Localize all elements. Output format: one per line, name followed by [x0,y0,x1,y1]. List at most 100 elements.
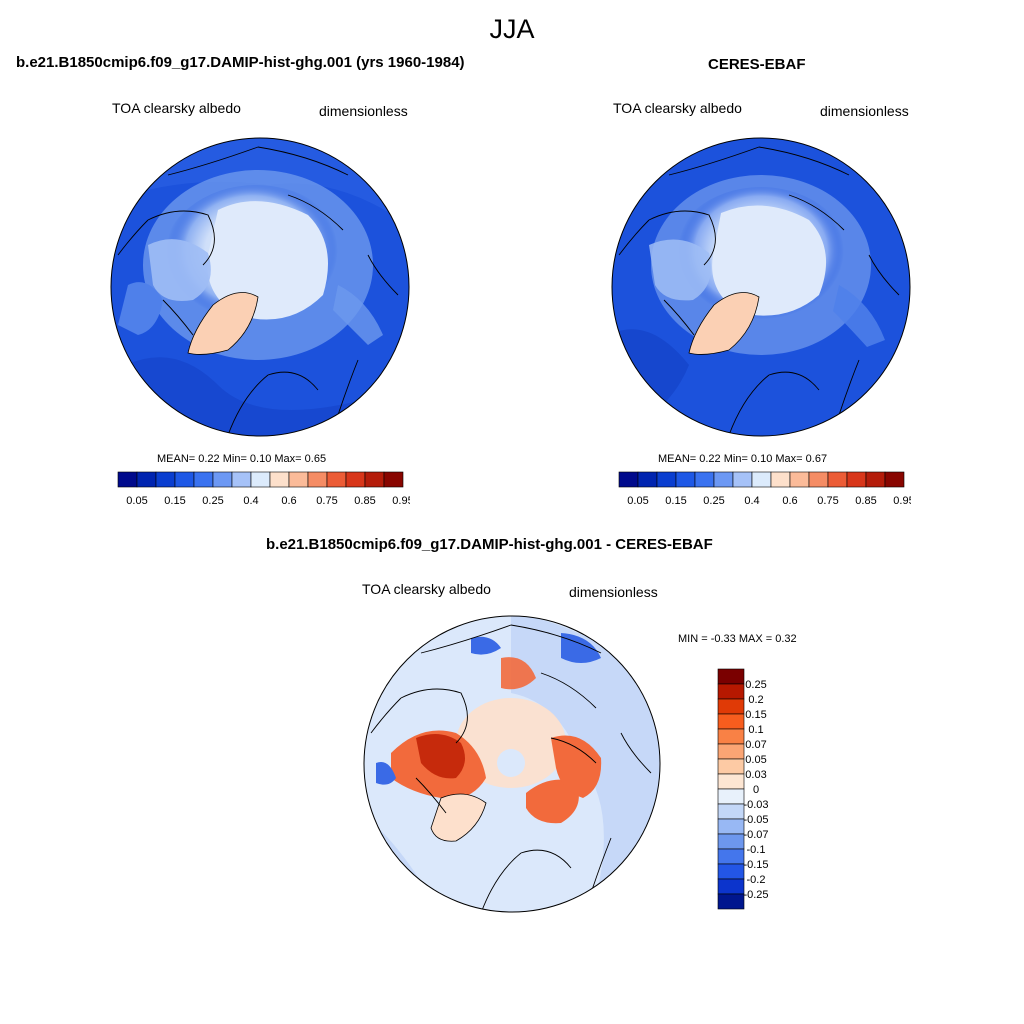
colorbar-cell [717,893,745,910]
colorbar-cell [656,471,677,488]
colorbar-tick-label: 0.4 [243,495,258,507]
colorbar-cell [383,471,404,488]
colorbar-tick-label: 0.05 [745,754,766,766]
colorbar-cell [288,471,309,488]
diff-bering-negative [471,636,501,655]
colorbar-tick-label: 0.15 [164,495,185,507]
colorbar-tick-label: 0.85 [855,495,876,507]
colorbar-cell [717,773,745,790]
colorbar-tick-label: 0.15 [665,495,686,507]
colorbar-tick-label: -0.1 [747,844,766,856]
colorbar-cell [713,471,734,488]
season-title: JJA [489,14,535,44]
siberian-coast-albedo [833,285,885,347]
colorbar-cell [307,471,328,488]
colorbar-tick-label: -0.07 [743,829,768,841]
map-border [611,137,911,437]
colorbar-tick-label: 0.6 [782,495,797,507]
coastlines [117,146,399,436]
hudson-bay-region [118,282,163,335]
colorbar-cell [174,471,195,488]
canadian-archipelago [649,239,711,301]
colorbar-tick-label: 0.85 [354,495,375,507]
colorbar-tick-label: 0.4 [744,495,759,507]
colorbar-tick-label: 0.95 [392,495,410,507]
greenland-diff [430,793,487,842]
map-border [110,137,410,437]
colorbar-tick-label: 0.75 [817,495,838,507]
panel1-colorbar: 0.05 0.15 0.25 0.4 0.6 0.75 0.85 0.95 [117,471,410,507]
colorbar-tick-label: -0.25 [743,889,768,901]
colorbar-tick-label: 0.25 [745,679,766,691]
colorbar-cell [717,668,745,685]
canadian-archipelago [148,239,211,301]
diff-alaska-positive [501,657,536,690]
colorbar-cell [827,471,848,488]
colorbar-cell [193,471,214,488]
colorbar-tick-label: -0.05 [743,814,768,826]
colorbar-tick-label: 0 [753,784,759,796]
colorbar-cell [269,471,290,488]
diff-hudson-negative [376,762,396,785]
colorbar-cell [364,471,385,488]
colorbar-cells [117,471,404,488]
colorbar-cell [212,471,233,488]
colorbar-cell [637,471,658,488]
panel2-polar-map [611,137,911,437]
greenland [187,292,259,355]
colorbar-cell [155,471,176,488]
colorbar-tick-label: -0.2 [747,874,766,886]
diff-arctic-warm [456,698,566,788]
diff-pole-hole [497,749,525,777]
colorbar-cell [732,471,753,488]
colorbar-cell [717,878,745,895]
colorbar-tick-label: 0.1 [748,724,763,736]
colorbar-cell [675,471,696,488]
colorbar-cell [231,471,252,488]
colorbar-cell [345,471,366,488]
panel3-stats: MIN = -0.33 MAX = 0.32 [678,633,797,645]
panel3-variable: TOA clearsky albedo [362,581,491,597]
diff-barents-positive [526,779,579,824]
colorbar-cell [865,471,886,488]
colorbar-cell [717,818,745,835]
colorbar-tick-label: -0.03 [743,799,768,811]
colorbar-cell [326,471,347,488]
coastlines [370,624,652,912]
colorbar-tick-label: -0.15 [743,859,768,871]
colorbar-cell [717,758,745,775]
colorbar-cell [250,471,271,488]
coastline-detail [648,194,845,391]
colorbar-cell [717,848,745,865]
panel1-title: b.e21.B1850cmip6.f09_g17.DAMIP-hist-ghg.… [16,54,465,71]
colorbar-cell [694,471,715,488]
colorbar-tick-label: 0.75 [316,495,337,507]
panel2-variable: TOA clearsky albedo [613,100,742,116]
map-border [363,615,661,913]
colorbar-tick-label: 0.15 [745,709,766,721]
colorbar-tick-label: 0.07 [745,739,766,751]
colorbar-cell [717,863,745,880]
colorbar-labels: 0.05 0.15 0.25 0.4 0.6 0.75 0.85 0.95 [627,495,911,507]
sea-ice-core [712,205,827,316]
colorbar-cell [789,471,810,488]
diff-siberia-positive [551,735,602,798]
panel2-colorbar: 0.05 0.15 0.25 0.4 0.6 0.75 0.85 0.95 [618,471,911,507]
coastline-detail [147,194,344,391]
coastlines [618,146,900,436]
colorbar-cell [717,683,745,700]
panel3-units: dimensionless [569,584,658,600]
colorbar-cell [717,788,745,805]
panel3-polar-map [363,615,661,913]
colorbar-cell [717,833,745,850]
colorbar-cells [717,668,745,910]
colorbar-cell [618,471,639,488]
panel1-units: dimensionless [319,103,408,119]
panel1-stats: MEAN= 0.22 Min= 0.10 Max= 0.65 [157,453,327,465]
panel3-title: b.e21.B1850cmip6.f09_g17.DAMIP-hist-ghg.… [266,536,713,553]
colorbar-cell [117,471,138,488]
colorbar-cell [717,803,745,820]
colorbar-cells [618,471,905,488]
panel2-title: CERES-EBAF [708,56,806,73]
panel1-variable: TOA clearsky albedo [112,100,241,116]
